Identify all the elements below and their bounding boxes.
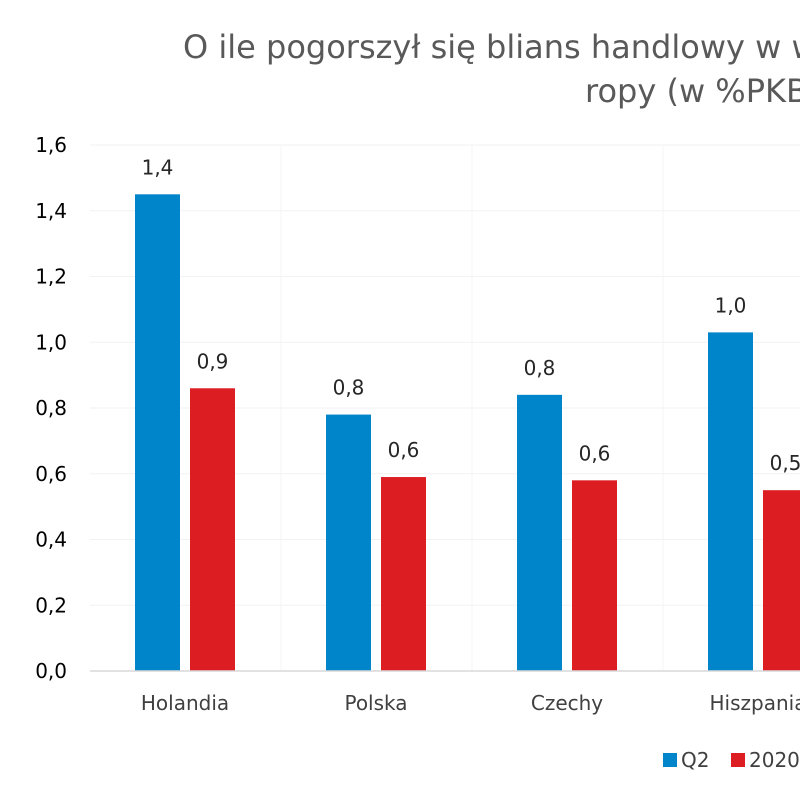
x-category-label: Holandia: [141, 691, 229, 715]
bar-q2-holandia: [135, 194, 180, 671]
y-tick-label: 1,6: [35, 133, 67, 157]
legend-label-2020: 2020: [749, 748, 800, 772]
bars: [135, 194, 800, 671]
data-label: 0,6: [388, 438, 420, 462]
legend: Q2 2020: [663, 748, 800, 772]
legend-swatch-2020: [731, 753, 745, 767]
bar-2020-czechy: [572, 480, 617, 671]
bar-2020-holandia: [190, 388, 235, 671]
data-label: 0,9: [197, 349, 229, 373]
bar-2020-polska: [381, 477, 426, 671]
data-label: 1,4: [142, 155, 174, 179]
bar-2020-hiszpania: [763, 490, 800, 671]
y-tick-label: 0,2: [35, 593, 67, 617]
bar-q2-polska: [326, 414, 371, 671]
x-category-label: Polska: [344, 691, 407, 715]
y-tick-label: 0,8: [35, 396, 67, 420]
y-axis-ticks: 0,0 0,2 0,4 0,6 0,8 1,0 1,2 1,4 1,6: [35, 133, 67, 683]
data-label: 0,6: [579, 441, 611, 465]
y-tick-label: 1,2: [35, 265, 67, 289]
data-labels: 1,4 0,9 0,8 0,6 0,8 0,6 1,0 0,5: [142, 155, 800, 475]
bar-q2-hiszpania: [708, 332, 753, 671]
x-axis-categories: Holandia Polska Czechy Hiszpania: [141, 691, 800, 715]
chart-title-line-2: ropy (w %PKB): [585, 72, 800, 110]
data-label: 0,8: [333, 376, 365, 400]
data-label: 1,0: [715, 293, 747, 317]
y-tick-label: 1,4: [35, 199, 67, 223]
data-label: 0,5: [770, 451, 800, 475]
data-label: 0,8: [524, 356, 556, 380]
x-category-label: Czechy: [531, 691, 603, 715]
chart-title-line-1: O ile pogorszył się blians handlowy w wy…: [183, 28, 800, 66]
y-tick-label: 0,0: [35, 659, 67, 683]
legend-swatch-q2: [663, 753, 677, 767]
y-tick-label: 1,0: [35, 330, 67, 354]
legend-label-q2: Q2: [681, 748, 709, 772]
x-category-label: Hiszpania: [710, 691, 800, 715]
y-tick-label: 0,6: [35, 462, 67, 486]
y-tick-label: 0,4: [35, 528, 67, 552]
bar-q2-czechy: [517, 394, 562, 671]
